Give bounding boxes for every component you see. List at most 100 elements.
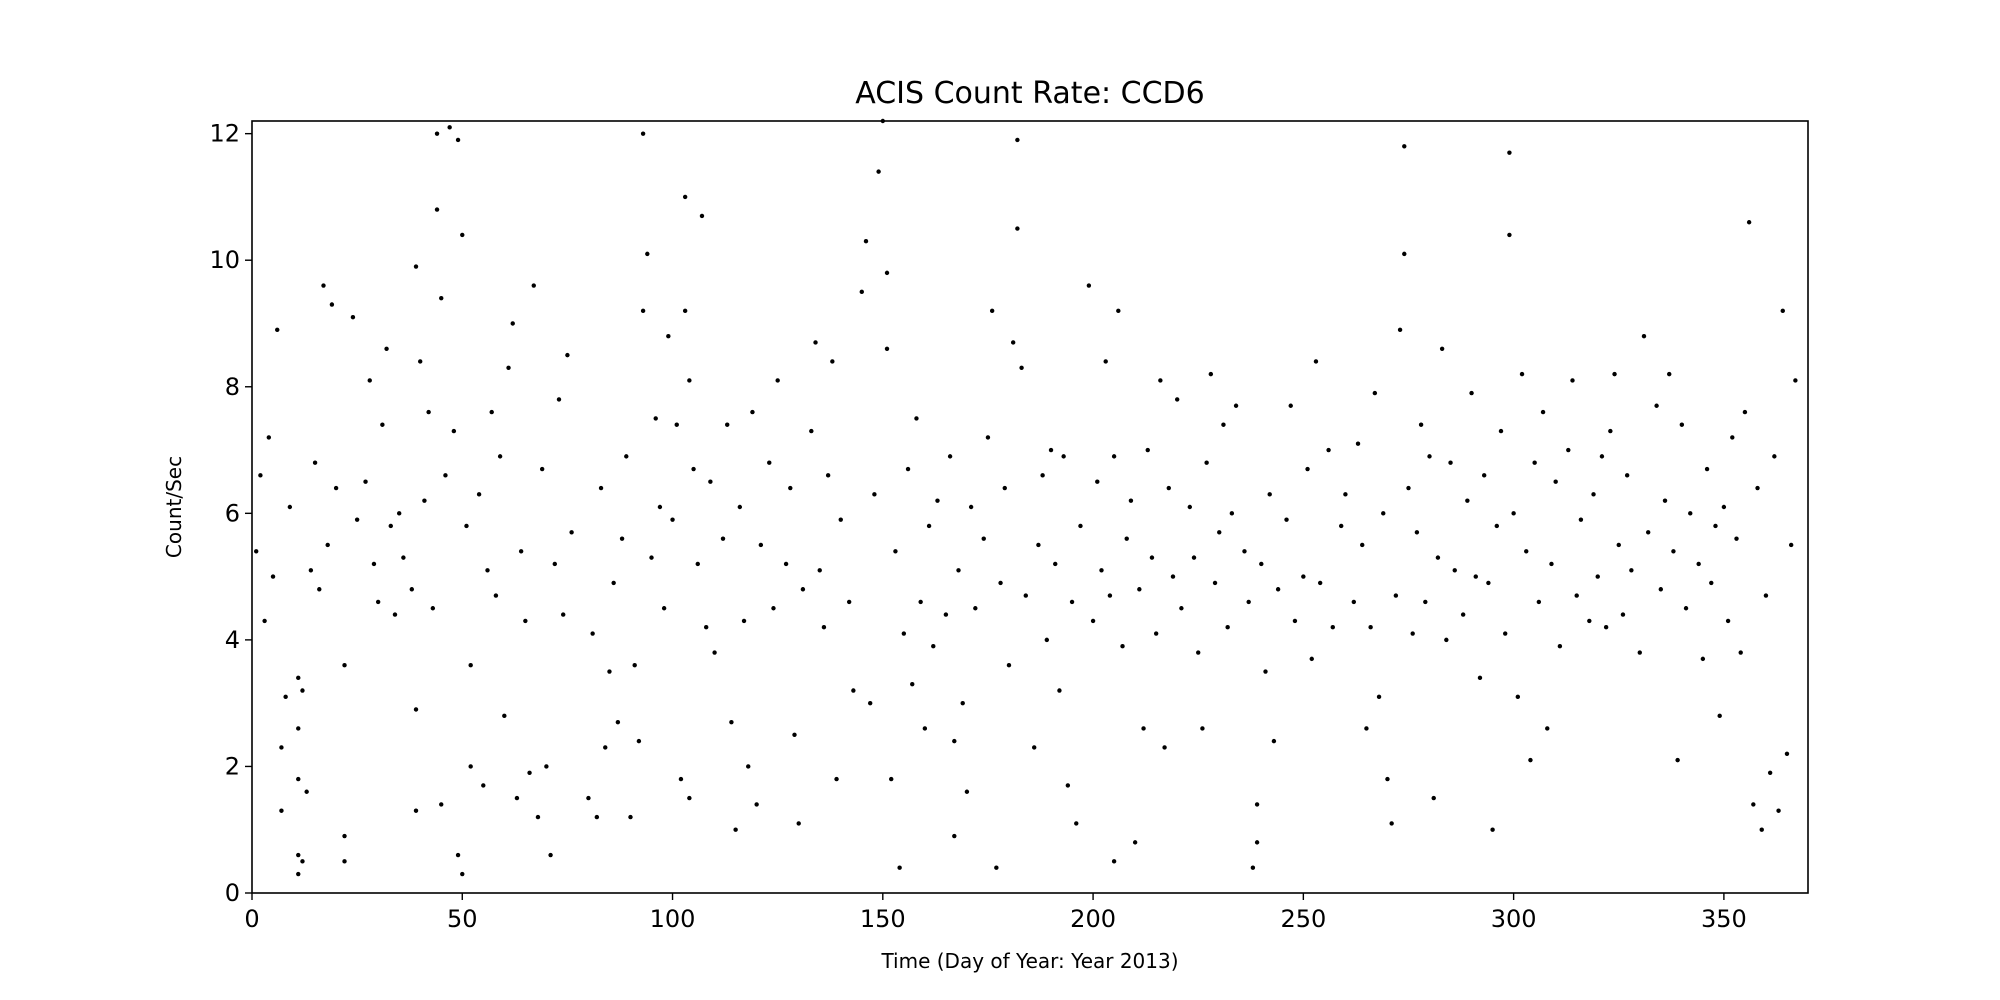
data-point — [510, 321, 515, 326]
y-tick-label: 0 — [225, 879, 240, 907]
data-point — [384, 346, 389, 352]
data-point — [1372, 390, 1378, 396]
data-point — [279, 808, 284, 813]
data-point — [1069, 599, 1075, 605]
data-point — [674, 422, 679, 427]
data-point — [1465, 498, 1470, 503]
data-point — [729, 719, 734, 725]
data-point — [1111, 454, 1117, 459]
data-point — [1490, 827, 1495, 832]
x-tick-label: 300 — [1491, 905, 1537, 933]
data-point — [1032, 745, 1037, 750]
data-point — [1540, 409, 1546, 415]
data-point — [1166, 485, 1171, 491]
data-point — [283, 694, 288, 700]
data-point — [300, 688, 305, 693]
data-point — [973, 606, 978, 611]
data-point — [1683, 606, 1689, 611]
data-point — [1225, 625, 1230, 630]
data-point — [1667, 371, 1672, 377]
data-point — [1688, 511, 1693, 516]
data-point — [312, 460, 318, 465]
y-tick-label: 4 — [225, 626, 240, 654]
data-point — [1292, 618, 1298, 624]
data-point — [455, 852, 461, 858]
data-point — [1145, 447, 1150, 453]
data-point — [1675, 757, 1680, 763]
data-point — [1503, 631, 1508, 636]
data-point — [1116, 308, 1121, 314]
data-point — [1473, 574, 1478, 579]
data-point — [1507, 232, 1512, 238]
data-point — [1217, 530, 1222, 535]
data-point — [1477, 675, 1483, 681]
data-point — [830, 359, 835, 364]
data-point — [443, 473, 448, 478]
data-point — [1065, 783, 1071, 788]
data-point — [905, 466, 911, 472]
x-tick-label: 350 — [1701, 905, 1747, 933]
data-point — [1557, 644, 1563, 649]
data-point — [1343, 492, 1348, 497]
data-point — [367, 378, 372, 383]
data-point — [342, 662, 347, 668]
data-point — [333, 485, 339, 491]
data-point — [1397, 327, 1403, 333]
data-point — [645, 251, 650, 257]
data-point — [1301, 574, 1306, 579]
data-point — [1124, 536, 1129, 541]
data-point — [1486, 580, 1491, 586]
data-point — [872, 492, 877, 497]
data-point — [1326, 447, 1331, 453]
data-point — [1305, 466, 1310, 472]
data-point — [1040, 473, 1045, 478]
data-point — [1784, 751, 1790, 756]
data-point — [1191, 555, 1197, 560]
data-point — [922, 726, 928, 731]
data-point — [1418, 422, 1424, 427]
data-point — [792, 732, 797, 738]
x-tick-label: 250 — [1280, 905, 1326, 933]
data-point — [1612, 371, 1617, 377]
data-point — [867, 700, 873, 706]
data-point — [825, 473, 831, 478]
data-point — [1704, 466, 1710, 472]
data-point — [1250, 865, 1256, 870]
data-point — [775, 378, 780, 383]
data-point — [447, 125, 452, 130]
data-point — [603, 745, 608, 750]
data-point — [1132, 840, 1138, 845]
data-point — [767, 460, 772, 465]
data-point — [1435, 555, 1441, 560]
data-point — [1162, 745, 1167, 750]
data-point — [354, 517, 360, 522]
data-point — [649, 555, 654, 560]
data-point — [455, 137, 461, 143]
data-point — [788, 485, 793, 491]
data-point — [287, 504, 293, 510]
data-point — [1460, 612, 1466, 617]
data-point — [1196, 650, 1201, 655]
data-point — [1439, 346, 1445, 352]
data-point — [1524, 549, 1529, 554]
y-tick-label: 6 — [225, 499, 240, 527]
data-point — [1742, 409, 1748, 415]
data-point — [1015, 226, 1020, 231]
data-point — [880, 118, 886, 124]
data-point — [552, 561, 557, 567]
data-point — [1351, 599, 1357, 605]
data-point — [531, 283, 536, 288]
data-point — [687, 795, 692, 801]
data-point — [556, 397, 562, 402]
plot-frame — [251, 120, 1809, 894]
data-point — [1221, 422, 1226, 427]
data-point — [548, 852, 553, 858]
data-point — [422, 498, 427, 503]
data-point — [1776, 808, 1781, 813]
data-point — [1103, 359, 1108, 364]
data-point — [914, 416, 919, 421]
data-point — [1057, 688, 1062, 693]
data-point — [460, 871, 465, 877]
data-point — [1713, 523, 1718, 529]
data-point — [1275, 587, 1281, 592]
